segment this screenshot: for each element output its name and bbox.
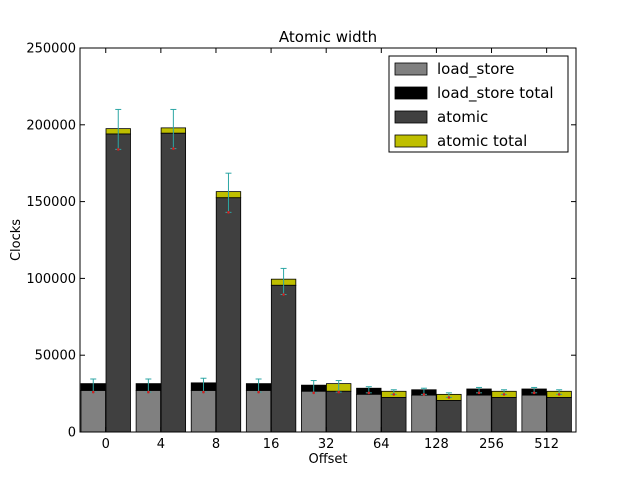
x-axis: 0 4 8 16 32 64 128 256 512 bbox=[102, 48, 559, 452]
legend-swatch-3 bbox=[394, 134, 428, 148]
load-store-bar-7 bbox=[466, 394, 492, 433]
atomic-bar-0 bbox=[105, 133, 131, 433]
atomic-total-error-bar-0 bbox=[115, 108, 122, 151]
load-store-total-error-bar-5 bbox=[365, 386, 372, 395]
legend-label-0: load_store bbox=[437, 60, 515, 79]
load-store-total-error-bar-4 bbox=[310, 380, 317, 395]
atomic-total-error-bar-1 bbox=[170, 108, 177, 150]
load-store-total-error-bar-2 bbox=[200, 377, 207, 394]
y-tick-label-5: 250000 bbox=[26, 42, 76, 57]
atomic-total-error-bar-8 bbox=[556, 389, 563, 396]
atomic-total-error-bar-4 bbox=[335, 380, 342, 394]
load-store-total-error-bar-1 bbox=[145, 378, 152, 394]
legend: load_store load_store total atomic atomic t… bbox=[388, 55, 569, 153]
x-tick-label-7: 256 bbox=[479, 437, 504, 452]
plot-frame bbox=[79, 47, 577, 433]
load-store-total-error-bar-0 bbox=[90, 378, 97, 394]
x-tick-label-3: 16 bbox=[263, 437, 280, 452]
error-bars-layer bbox=[90, 108, 563, 399]
legend-swatch-1 bbox=[394, 86, 428, 100]
x-tick-label-1: 4 bbox=[157, 437, 165, 452]
chart-title: Atomic width bbox=[279, 28, 377, 46]
atomic-bar-7 bbox=[491, 397, 517, 433]
legend-label-2: atomic bbox=[437, 108, 488, 126]
atomic-total-error-bar-6 bbox=[445, 392, 452, 399]
load-store-bar-5 bbox=[356, 393, 382, 433]
atomic-bar-5 bbox=[381, 397, 407, 433]
load-store-total-error-bar-7 bbox=[476, 386, 483, 395]
load-store-bar-8 bbox=[521, 394, 547, 433]
atomic-bar-6 bbox=[436, 400, 462, 433]
x-tick-label-4: 32 bbox=[318, 437, 335, 452]
legend-swatch-0 bbox=[394, 62, 428, 76]
load-store-total-error-bar-6 bbox=[420, 387, 427, 396]
atomic-total-error-bar-3 bbox=[280, 267, 287, 296]
x-tick-label-6: 128 bbox=[424, 437, 449, 452]
y-tick-label-2: 100000 bbox=[26, 272, 76, 287]
atomic-bar-3 bbox=[270, 284, 297, 433]
atomic-bar-2 bbox=[215, 197, 242, 433]
y-tick-label-1: 50000 bbox=[35, 349, 76, 364]
y-axis-title: Clocks bbox=[9, 219, 24, 261]
atomic-bar-8 bbox=[546, 397, 572, 433]
load-store-total-error-bar-3 bbox=[255, 378, 262, 394]
load-store-bar-0 bbox=[80, 390, 106, 433]
x-tick-label-0: 0 bbox=[102, 437, 110, 452]
atomic-total-error-bar-2 bbox=[225, 172, 232, 214]
load-store-bar-2 bbox=[190, 390, 217, 433]
x-tick-label-8: 512 bbox=[534, 437, 559, 452]
x-tick-label-2: 8 bbox=[212, 437, 220, 452]
atomic-bar-1 bbox=[160, 132, 187, 433]
legend-label-1: load_store total bbox=[437, 84, 554, 103]
x-axis-title: Offset bbox=[308, 452, 347, 467]
load-store-bar-1 bbox=[135, 390, 162, 433]
y-tick-label-4: 200000 bbox=[26, 118, 76, 133]
y-tick-label-0: 0 bbox=[68, 426, 76, 441]
atomic-total-error-bar-5 bbox=[390, 389, 397, 396]
load-store-bar-6 bbox=[411, 394, 437, 433]
y-tick-label-3: 150000 bbox=[26, 195, 76, 210]
legend-swatch-2 bbox=[394, 110, 428, 124]
atomic-bar-4 bbox=[326, 390, 352, 433]
load-store-total-error-bar-8 bbox=[531, 386, 538, 395]
atomic-total-error-bar-7 bbox=[501, 389, 508, 396]
load-store-bar-3 bbox=[245, 390, 272, 433]
bars-layer bbox=[80, 127, 572, 433]
y-axis: 0 50000 100000 150000 200000 250000 bbox=[26, 42, 576, 441]
load-store-bar-4 bbox=[301, 390, 327, 433]
legend-label-3: atomic total bbox=[437, 132, 527, 150]
x-tick-label-5: 64 bbox=[373, 437, 390, 452]
